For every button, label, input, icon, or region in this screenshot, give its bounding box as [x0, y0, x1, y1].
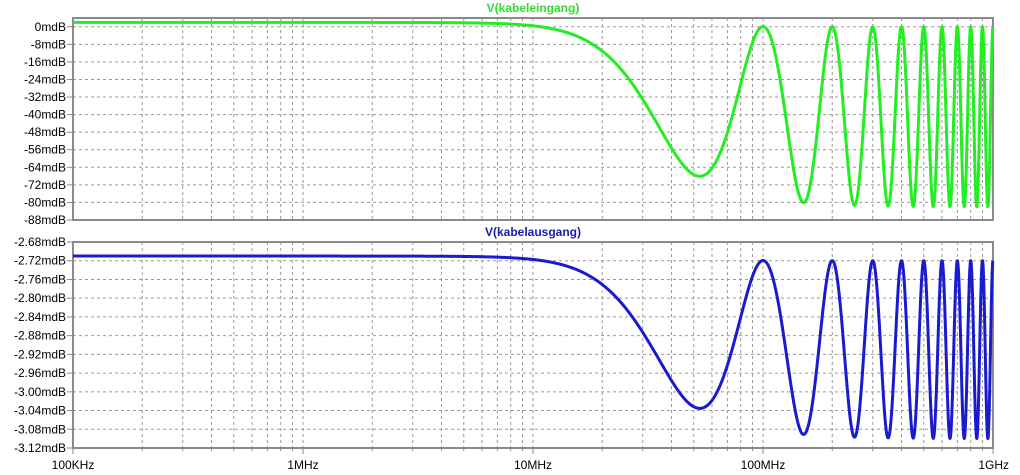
- x-tick-label: 100KHz: [52, 458, 95, 472]
- y-tick-label: -2.80mdB: [14, 291, 66, 305]
- grid-lines: [73, 18, 993, 220]
- panel-title: V(kabelausgang): [485, 225, 581, 239]
- y-tick-label: -40mdB: [24, 108, 66, 122]
- series-line: [71, 20, 995, 209]
- x-tick-label: 1GHz: [978, 458, 1009, 472]
- series-line: [71, 254, 995, 441]
- y-tick-label: -2.96mdB: [14, 366, 66, 380]
- y-tick-label: -3.04mdB: [14, 404, 66, 418]
- y-tick-label: -88mdB: [24, 213, 66, 227]
- y-tick-label: -3.12mdB: [14, 441, 66, 455]
- y-tick-label: -3.08mdB: [14, 422, 66, 436]
- y-tick-label: -2.88mdB: [14, 329, 66, 343]
- panel-kabelausgang: -2.68mdB -2.72mdB -2.76mdB -2.80mdB -2.84mdB…: [14, 225, 995, 455]
- y-tick-label: -2.68mdB: [14, 235, 66, 249]
- y-tick-label: -64mdB: [24, 160, 66, 174]
- x-tick-label: 10MHz: [514, 458, 552, 472]
- x-tick-label: 1MHz: [287, 458, 318, 472]
- plot-frame: [72, 17, 994, 221]
- x-axis: 100KHz 1MHz 10MHz 100MHz 1GHz: [52, 448, 1009, 472]
- panel-kabeleingang: 0mdB -8mdB -16mdB -24mdB -32mdB -40mdB -48mdB -…: [24, 1, 995, 227]
- x-tick-label: 100MHz: [741, 458, 786, 472]
- y-tick-label: -48mdB: [24, 125, 66, 139]
- panel-title: V(kabeleingang): [487, 1, 580, 15]
- y-tick-label: -16mdB: [24, 55, 66, 69]
- y-tick-label: -3.00mdB: [14, 385, 66, 399]
- y-tick-label: -72mdB: [24, 178, 66, 192]
- y-tick-label: -24mdB: [24, 72, 66, 86]
- y-tick-label: -8mdB: [31, 37, 66, 51]
- grid-lines: [73, 242, 993, 448]
- y-tick-label: -32mdB: [24, 90, 66, 104]
- y-tick-label: 0mdB: [35, 20, 66, 34]
- y-tick-label: -2.72mdB: [14, 254, 66, 268]
- y-tick-label: -80mdB: [24, 195, 66, 209]
- y-tick-label: -2.76mdB: [14, 272, 66, 286]
- y-tick-label: -2.92mdB: [14, 347, 66, 361]
- y-tick-label: -2.84mdB: [14, 310, 66, 324]
- y-tick-label: -56mdB: [24, 143, 66, 157]
